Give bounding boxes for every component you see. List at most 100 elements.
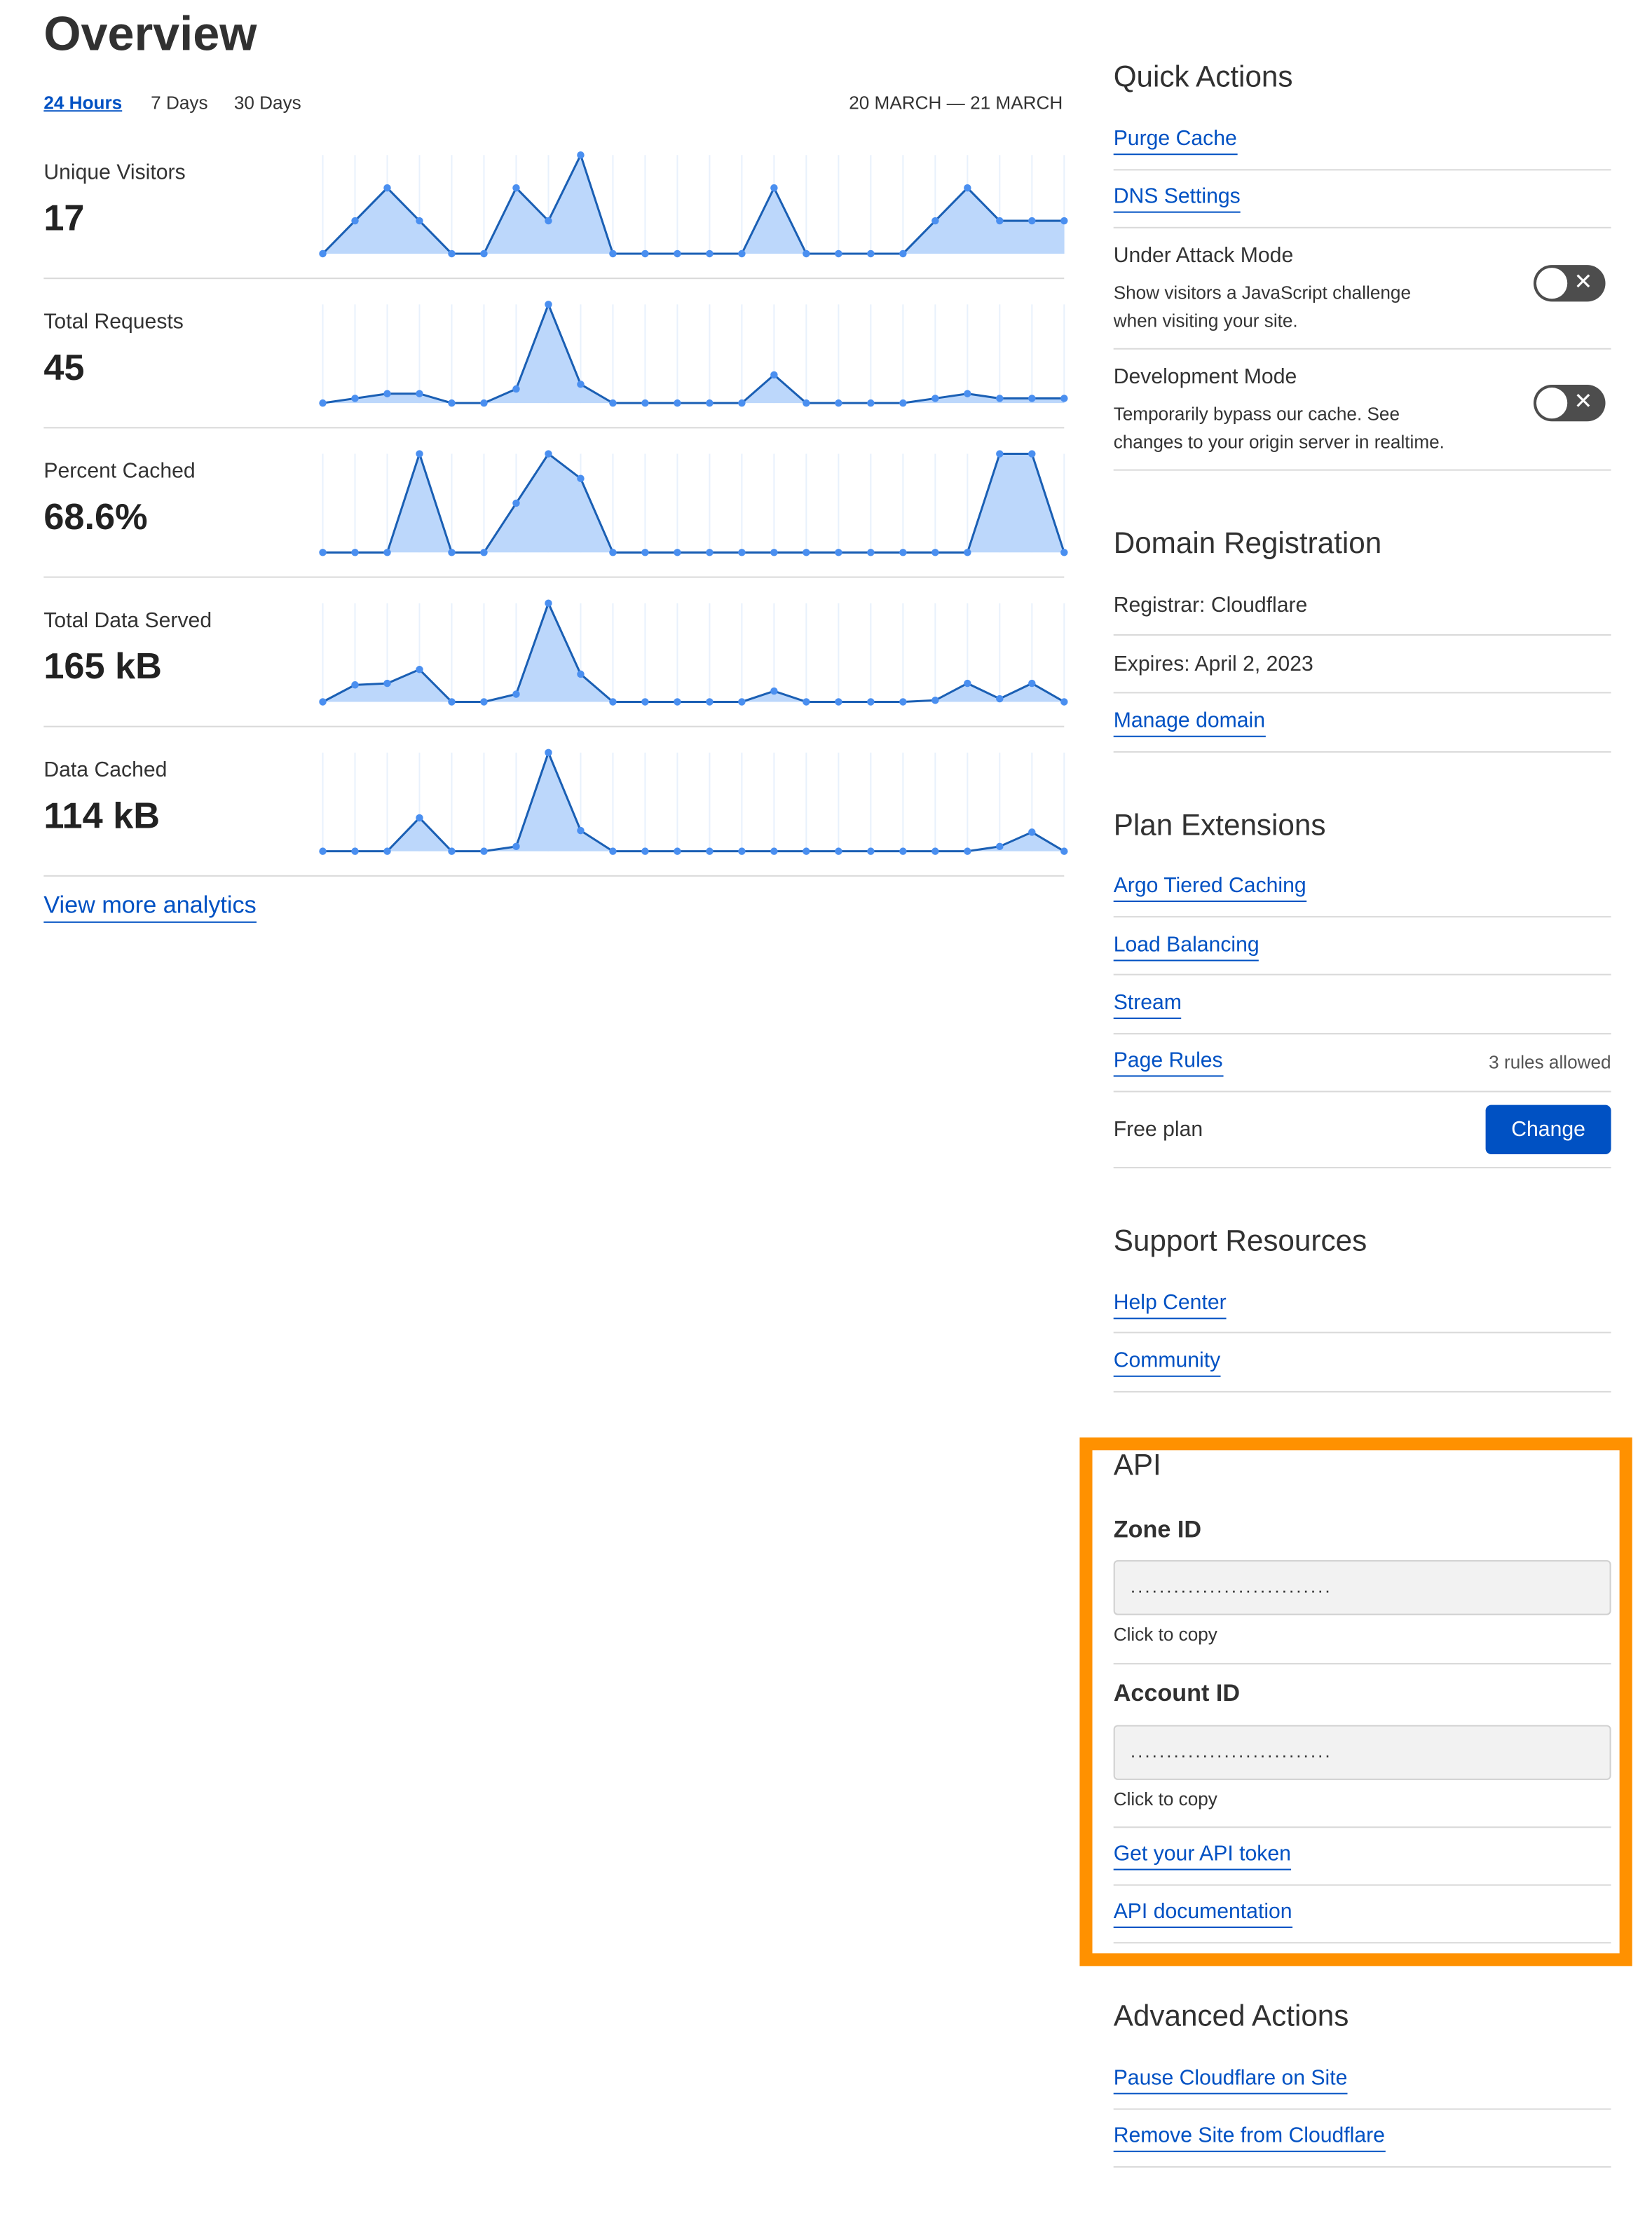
data-point[interactable]	[577, 826, 585, 835]
data-point[interactable]	[996, 217, 1004, 225]
data-point[interactable]	[803, 399, 810, 407]
tab-7-days[interactable]: 7 Days	[151, 92, 208, 114]
remove-site-link[interactable]: Remove Site from Cloudflare	[1113, 2124, 1385, 2152]
data-point[interactable]	[1028, 679, 1036, 688]
data-point[interactable]	[319, 698, 327, 706]
data-point[interactable]	[480, 399, 488, 407]
data-point[interactable]	[1060, 549, 1068, 556]
data-point[interactable]	[770, 549, 778, 556]
data-point[interactable]	[641, 698, 649, 706]
data-point[interactable]	[867, 847, 875, 855]
data-point[interactable]	[803, 847, 810, 855]
data-point[interactable]	[931, 847, 939, 855]
data-point[interactable]	[319, 847, 327, 855]
data-point[interactable]	[770, 371, 778, 379]
data-point[interactable]	[770, 847, 778, 855]
data-point[interactable]	[996, 395, 1004, 402]
data-point[interactable]	[545, 217, 552, 225]
data-point[interactable]	[1028, 450, 1036, 458]
page-rules-link[interactable]: Page Rules	[1113, 1048, 1223, 1077]
community-link[interactable]: Community	[1113, 1349, 1221, 1377]
data-point[interactable]	[835, 249, 842, 258]
under-attack-toggle[interactable]: ✕	[1533, 265, 1606, 302]
data-point[interactable]	[899, 399, 907, 407]
stream-link[interactable]: Stream	[1113, 991, 1182, 1019]
pause-cloudflare-link[interactable]: Pause Cloudflare on Site	[1113, 2066, 1348, 2095]
data-point[interactable]	[641, 549, 649, 556]
data-point[interactable]	[770, 184, 778, 192]
view-more-analytics-link[interactable]: View more analytics	[43, 892, 257, 924]
data-point[interactable]	[803, 698, 810, 706]
data-point[interactable]	[964, 679, 971, 688]
data-point[interactable]	[996, 842, 1004, 851]
data-point[interactable]	[319, 549, 327, 556]
data-point[interactable]	[964, 549, 971, 556]
data-point[interactable]	[738, 249, 746, 258]
purge-cache-link[interactable]: Purge Cache	[1113, 127, 1237, 156]
load-balancing-link[interactable]: Load Balancing	[1113, 933, 1260, 962]
data-point[interactable]	[383, 679, 391, 688]
data-point[interactable]	[577, 151, 585, 159]
data-point[interactable]	[512, 842, 520, 851]
data-point[interactable]	[416, 450, 423, 458]
dns-settings-link[interactable]: DNS Settings	[1113, 184, 1241, 213]
data-point[interactable]	[996, 695, 1004, 703]
data-point[interactable]	[545, 748, 552, 757]
manage-domain-link[interactable]: Manage domain	[1113, 709, 1266, 737]
data-point[interactable]	[416, 666, 423, 673]
api-documentation-link[interactable]: API documentation	[1113, 1900, 1292, 1929]
data-point[interactable]	[351, 681, 359, 689]
data-point[interactable]	[674, 698, 681, 706]
tab-24-hours[interactable]: 24 Hours	[43, 92, 123, 114]
data-point[interactable]	[383, 184, 391, 192]
data-point[interactable]	[609, 549, 617, 556]
data-point[interactable]	[416, 217, 423, 225]
data-point[interactable]	[448, 698, 456, 706]
data-point[interactable]	[770, 687, 778, 695]
data-point[interactable]	[964, 390, 971, 397]
data-point[interactable]	[706, 698, 714, 706]
data-point[interactable]	[383, 847, 391, 855]
data-point[interactable]	[835, 399, 842, 407]
data-point[interactable]	[1028, 828, 1036, 836]
data-point[interactable]	[706, 399, 714, 407]
data-point[interactable]	[899, 847, 907, 855]
data-point[interactable]	[706, 249, 714, 258]
data-point[interactable]	[674, 847, 681, 855]
data-point[interactable]	[867, 698, 875, 706]
data-point[interactable]	[512, 385, 520, 393]
data-point[interactable]	[931, 395, 939, 402]
data-point[interactable]	[512, 499, 520, 507]
data-point[interactable]	[641, 847, 649, 855]
data-point[interactable]	[383, 390, 391, 397]
data-point[interactable]	[448, 249, 456, 258]
data-point[interactable]	[867, 249, 875, 258]
data-point[interactable]	[835, 847, 842, 855]
data-point[interactable]	[577, 670, 585, 678]
data-point[interactable]	[1028, 217, 1036, 225]
data-point[interactable]	[996, 450, 1004, 458]
data-point[interactable]	[899, 249, 907, 258]
data-point[interactable]	[835, 549, 842, 556]
zone-id-field[interactable]: ............................	[1113, 1560, 1611, 1615]
data-point[interactable]	[512, 690, 520, 698]
dev-mode-toggle[interactable]: ✕	[1533, 385, 1606, 422]
data-point[interactable]	[835, 698, 842, 706]
data-point[interactable]	[480, 249, 488, 258]
data-point[interactable]	[1028, 395, 1036, 402]
data-point[interactable]	[1060, 847, 1068, 855]
tab-30-days[interactable]: 30 Days	[233, 92, 301, 114]
get-api-token-link[interactable]: Get your API token	[1113, 1842, 1291, 1870]
data-point[interactable]	[480, 698, 488, 706]
data-point[interactable]	[931, 697, 939, 704]
data-point[interactable]	[964, 184, 971, 192]
account-id-field[interactable]: ............................	[1113, 1725, 1611, 1780]
data-point[interactable]	[931, 217, 939, 225]
data-point[interactable]	[674, 549, 681, 556]
data-point[interactable]	[641, 249, 649, 258]
data-point[interactable]	[577, 381, 585, 388]
data-point[interactable]	[609, 399, 617, 407]
data-point[interactable]	[351, 395, 359, 402]
data-point[interactable]	[1060, 698, 1068, 706]
data-point[interactable]	[899, 549, 907, 556]
